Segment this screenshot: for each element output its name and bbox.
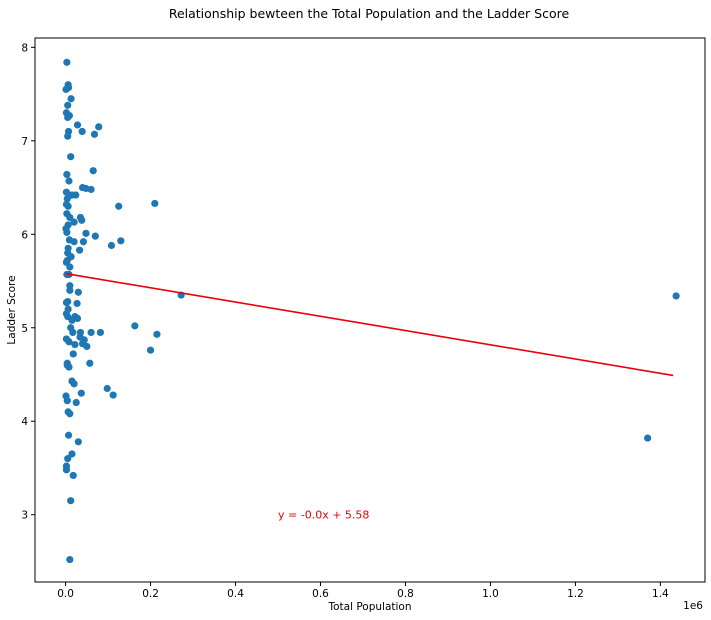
data-point (109, 391, 117, 399)
data-point (66, 213, 74, 222)
data-point (67, 95, 75, 103)
data-point (64, 455, 72, 463)
data-point (65, 177, 73, 185)
data-point (672, 292, 680, 300)
data-point (153, 330, 161, 338)
x-tick-label: 1.4 (652, 588, 669, 600)
y-axis-ticks: 3 4 5 6 7 8 (21, 42, 35, 522)
data-point (67, 497, 75, 505)
data-point (71, 340, 79, 349)
data-point (87, 328, 95, 337)
y-tick-label: 3 (21, 510, 28, 522)
data-point (72, 398, 80, 407)
data-point (63, 256, 71, 265)
data-point (63, 228, 71, 237)
data-point (66, 410, 74, 418)
y-tick-label: 4 (21, 416, 28, 428)
x-tick-label: 1.0 (482, 588, 499, 600)
y-tick-label: 8 (21, 42, 28, 54)
data-point (65, 236, 74, 244)
data-point (146, 346, 155, 354)
data-point (77, 389, 85, 397)
data-point (65, 338, 73, 346)
data-point (103, 384, 111, 393)
data-point (68, 191, 76, 199)
y-tick-label: 6 (21, 229, 28, 241)
data-point (62, 188, 71, 196)
plot-area (34, 37, 706, 583)
data-point (68, 316, 76, 324)
y-axis-label: Ladder Score (6, 275, 18, 344)
data-point (64, 101, 72, 109)
data-point (91, 232, 99, 240)
data-point (66, 286, 74, 294)
data-point (644, 434, 652, 442)
data-point (66, 263, 74, 271)
data-point (63, 397, 71, 405)
data-point (64, 221, 72, 229)
data-point (70, 218, 78, 226)
data-point (73, 299, 81, 308)
x-tick-label: 0.4 (227, 588, 244, 600)
data-point (64, 431, 73, 439)
data-point (70, 380, 78, 388)
x-tick-label: 0.8 (397, 588, 414, 600)
data-point (64, 113, 72, 122)
regression-equation: y = -0.0x + 5.58 (278, 509, 369, 522)
data-point (63, 58, 71, 66)
data-point (69, 350, 77, 358)
x-axis-ticks: 0.0 0.2 0.4 0.6 0.8 1.0 1.2 1.4 (57, 582, 669, 600)
data-point (78, 127, 86, 136)
data-point (131, 322, 139, 330)
data-point (69, 471, 77, 480)
data-point (68, 450, 76, 458)
data-point (67, 153, 75, 161)
x-tick-label: 1.2 (567, 588, 584, 600)
data-point (82, 229, 90, 237)
regression-line (65, 272, 674, 377)
data-point (79, 238, 88, 246)
data-point (107, 241, 116, 250)
data-point (74, 438, 82, 446)
data-point (73, 121, 82, 129)
chart-title: Relationship bewteen the Total Populatio… (169, 6, 570, 21)
data-point (66, 555, 74, 564)
data-point (73, 314, 82, 323)
data-point (64, 202, 72, 210)
y-tick-label: 7 (21, 136, 28, 148)
data-point (95, 123, 103, 131)
x-tick-label: 0.0 (57, 588, 74, 600)
data-point (63, 170, 71, 179)
data-point (89, 167, 97, 175)
data-point (64, 83, 73, 92)
x-tick-label: 0.2 (142, 588, 159, 600)
data-point (151, 199, 159, 208)
data-point (117, 237, 125, 245)
data-point (62, 466, 71, 474)
data-point (76, 246, 84, 254)
y-tick-label: 5 (21, 323, 28, 335)
x-axis-offset-label: 1e6 (683, 600, 703, 612)
data-point (65, 363, 73, 371)
data-point (62, 298, 71, 307)
data-point (87, 185, 95, 194)
data-point (96, 328, 105, 337)
x-axis-label: Total Population (327, 601, 411, 613)
data-point (69, 328, 77, 337)
x-tick-label: 0.6 (312, 588, 329, 600)
data-point (64, 132, 72, 140)
regression-line-group (65, 272, 674, 377)
data-point (90, 130, 99, 138)
data-point (83, 342, 91, 351)
data-point (115, 202, 123, 210)
data-point (78, 216, 86, 224)
data-point (86, 359, 94, 367)
data-point (74, 288, 82, 296)
